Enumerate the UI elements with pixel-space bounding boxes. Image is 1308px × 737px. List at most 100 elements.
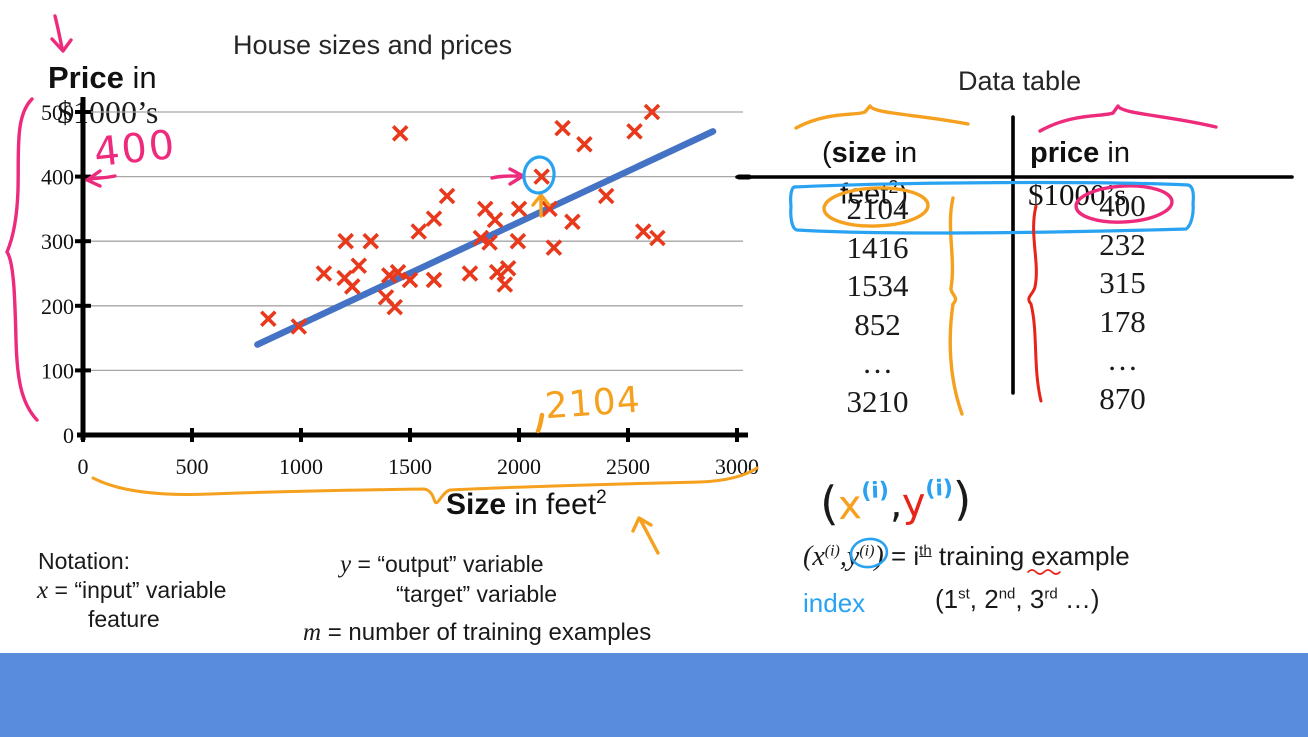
y-tick-label-100: 100	[41, 358, 74, 383]
data-point-x-marker	[391, 125, 409, 142]
ordinal-1-sup: st	[958, 585, 970, 603]
size-cell: 1416	[846, 229, 909, 265]
data-point-x-marker	[545, 239, 563, 256]
x-axis-label-bold: Size	[446, 488, 507, 521]
size-cell: …	[862, 345, 893, 381]
size-column-values: 2104 1416 1534 852… 3210	[790, 190, 965, 422]
handwritten-xy-pair: (x(i),y(i))	[819, 471, 972, 530]
data-point-x-marker	[634, 223, 652, 240]
y-tick-label-0: 0	[63, 423, 74, 448]
data-point-x-marker	[486, 211, 504, 229]
data-point-x-marker	[461, 265, 479, 282]
orange-up-arrow-point	[531, 193, 551, 218]
typed-th: th	[919, 542, 932, 560]
typed-close: )	[874, 541, 884, 572]
price-column-header: price in	[1030, 137, 1130, 170]
data-point-x-marker	[481, 234, 498, 251]
notation-x-def: = “input” variable	[48, 577, 227, 603]
handwritten-400: 400	[91, 121, 179, 177]
ordinal-2-sup: nd	[998, 585, 1016, 603]
data-point-x-marker	[541, 200, 558, 218]
size-cell: 3210	[846, 383, 909, 419]
notation-m-def: = number of training examples	[321, 619, 652, 646]
notation-heading: Notation:	[38, 548, 131, 574]
y-tick-label-300: 300	[41, 229, 74, 254]
pink-down-arrow	[50, 14, 73, 53]
hw-open-paren: (	[819, 476, 839, 531]
ordinal-3: , 3	[1015, 584, 1045, 614]
y-axis-label: Price in	[48, 60, 157, 96]
data-point-x-marker	[336, 269, 353, 287]
ordinal-3-sup: rd	[1044, 585, 1058, 603]
size-header-paren: (	[822, 137, 832, 169]
typed-y-sup: (i)	[859, 542, 875, 560]
hw-close-paren: )	[952, 471, 973, 526]
x-tick-label-1500: 1500	[388, 454, 432, 479]
x-axis-label: Size in feet2	[446, 487, 607, 522]
data-point-x-marker	[401, 271, 419, 289]
data-point-x-marker	[389, 263, 407, 281]
typed-equals: =	[883, 541, 914, 571]
price-header-rest: in	[1099, 137, 1130, 169]
size-header-rest: in	[886, 137, 918, 169]
ordinal-2: , 2	[969, 584, 999, 614]
data-point-x-marker	[377, 289, 395, 306]
price-cell: 232	[1099, 226, 1146, 262]
size-header-bold: size	[831, 137, 887, 169]
price-cell: 315	[1099, 265, 1146, 301]
orange-axis-tick-2104	[535, 412, 545, 434]
x-tick-label-500: 500	[176, 454, 209, 479]
notation-y-target: “target” variable	[396, 581, 558, 607]
trend-line	[254, 128, 717, 348]
hw-x-superscript: (i)	[860, 478, 890, 505]
data-point-x-marker	[386, 298, 404, 316]
footer-bar: DeepLearning.AI	[0, 653, 1308, 737]
price-cell: …	[1107, 342, 1138, 378]
orange-brace-size-column	[794, 104, 970, 130]
data-point-x-marker	[643, 103, 661, 121]
blue-circle-plot-point	[522, 155, 556, 195]
data-point-x-marker	[410, 223, 427, 240]
size-cell: 2104	[846, 191, 909, 226]
y-tick-label-400: 400	[41, 165, 74, 190]
data-point-x-marker	[290, 318, 308, 335]
price-column-values: 400 232 315 178… 870	[1040, 187, 1205, 419]
pink-right-arrow-point	[490, 167, 525, 186]
ordinals: (1st, 2nd, 3rd …)	[935, 584, 1100, 615]
data-point-x-marker	[649, 229, 666, 247]
data-point-x-marker	[564, 213, 581, 231]
x-axis-label-rest: in feet	[506, 488, 597, 521]
data-point-x-marker	[260, 310, 277, 327]
data-point-x-marker	[438, 187, 456, 205]
data-point-x-marker	[381, 267, 398, 284]
data-point-x-marker	[362, 232, 380, 250]
typed-y: y	[846, 541, 860, 572]
notation-y-def: = “output” variable	[351, 551, 544, 577]
price-cell: 400	[1099, 188, 1146, 223]
y-axis-label-rest: in	[123, 60, 157, 95]
notation-m-var: m	[303, 619, 322, 646]
price-cell: 870	[1099, 380, 1146, 416]
data-point-x-marker	[350, 257, 368, 275]
hw-y: y	[901, 479, 927, 527]
index-label: index	[803, 588, 866, 618]
orange-xaxis-underline	[91, 466, 759, 505]
data-point-x-marker	[476, 200, 494, 218]
data-point-x-marker	[315, 265, 333, 282]
data-point-x-marker	[597, 187, 615, 205]
typed-x-sup: (i)	[824, 542, 840, 560]
data-point-x-marker	[576, 136, 593, 153]
y-tick-label-200: 200	[41, 294, 74, 319]
data-point-x-marker	[499, 260, 517, 277]
typed-comma: ,	[839, 541, 847, 572]
data-table-heading: Data table	[958, 66, 1082, 96]
data-point-x-marker	[472, 229, 490, 247]
typed-i: i	[913, 541, 920, 571]
handwritten-2104: 2104	[543, 379, 642, 428]
notation-y: y = “output” variable	[340, 551, 544, 579]
slide-title: House sizes and prices	[233, 30, 513, 60]
x-axis-label-sup: 2	[596, 487, 607, 508]
data-point-x-marker	[510, 200, 528, 218]
x-tick-label-2500: 2500	[606, 454, 650, 479]
ordinal-end: …)	[1057, 584, 1100, 614]
